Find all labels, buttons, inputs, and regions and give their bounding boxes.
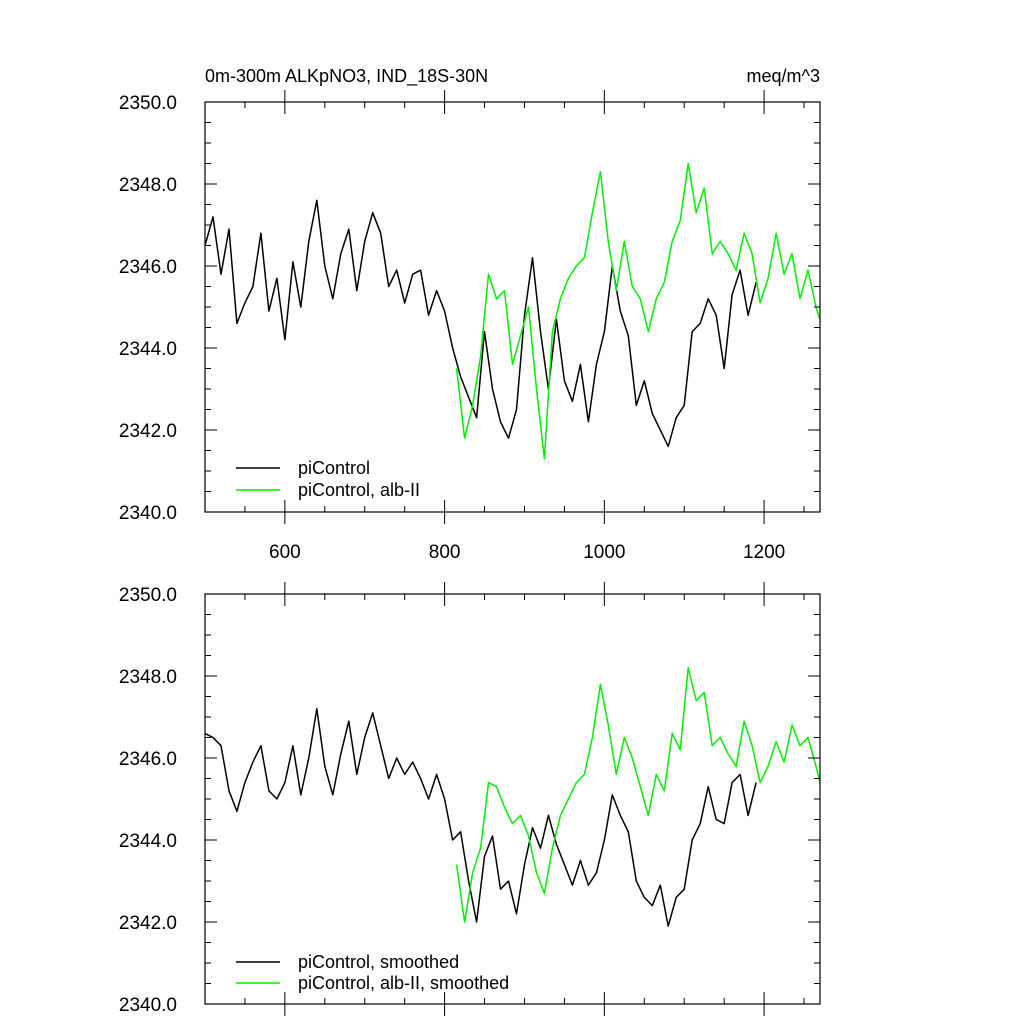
- y-tick-label: 2344.0: [119, 339, 177, 360]
- chart-title: 0m-300m ALKpNO3, IND_18S-30N: [205, 66, 488, 87]
- legend-label-piControl: piControl: [298, 458, 370, 478]
- top-panel: 2340.0 2342.0 2344.0 2346.0 2348.0 2350.0 600 8…: [119, 90, 821, 563]
- top-panel-legend: piControl piControl, alb-II: [236, 458, 420, 500]
- bottom-panel-series: [204, 667, 821, 927]
- y-tick-label: 2340.0: [119, 995, 177, 1016]
- top-panel-axes: 2340.0 2342.0 2344.0 2346.0 2348.0 2350.0 600 8…: [119, 90, 820, 563]
- y-tick-label: 2346.0: [119, 257, 177, 278]
- x-tick-label: 600: [269, 542, 301, 563]
- y-tick-label: 2342.0: [119, 913, 177, 934]
- bottom-panel: 2340.0 2342.0 2344.0 2346.0 2348.0 2350.0 piC…: [119, 582, 821, 1016]
- y-tick-label: 2348.0: [119, 667, 177, 688]
- bottom-panel-axes: 2340.0 2342.0 2344.0 2346.0 2348.0 2350.0: [119, 582, 820, 1016]
- y-tick-label: 2348.0: [119, 175, 177, 196]
- legend-label-albII: piControl, alb-II: [298, 480, 420, 500]
- x-tick-label: 1000: [583, 542, 625, 563]
- units-label: meq/m^3: [747, 66, 820, 86]
- legend-label-albII-smoothed: piControl, alb-II, smoothed: [298, 973, 509, 993]
- series-line-picontrol-alb-ii: [455, 162, 821, 460]
- y-tick-label: 2340.0: [119, 503, 177, 524]
- top-panel-series: [204, 162, 821, 460]
- legend-label-piControl-smoothed: piControl, smoothed: [298, 952, 459, 972]
- y-tick-label: 2350.0: [119, 585, 177, 606]
- y-tick-label: 2350.0: [119, 93, 177, 114]
- y-tick-label: 2346.0: [119, 749, 177, 770]
- y-tick-label: 2342.0: [119, 421, 177, 442]
- bottom-panel-legend: piControl, smoothed piControl, alb-II, s…: [236, 952, 509, 993]
- series-line-picontrol-smoothed: [204, 708, 757, 927]
- series-line-picontrol: [204, 199, 757, 448]
- series-line-picontrol-alb-ii-smoothed: [455, 667, 821, 923]
- x-tick-label: 800: [429, 542, 461, 563]
- y-tick-label: 2344.0: [119, 831, 177, 852]
- x-tick-label: 1200: [743, 542, 785, 563]
